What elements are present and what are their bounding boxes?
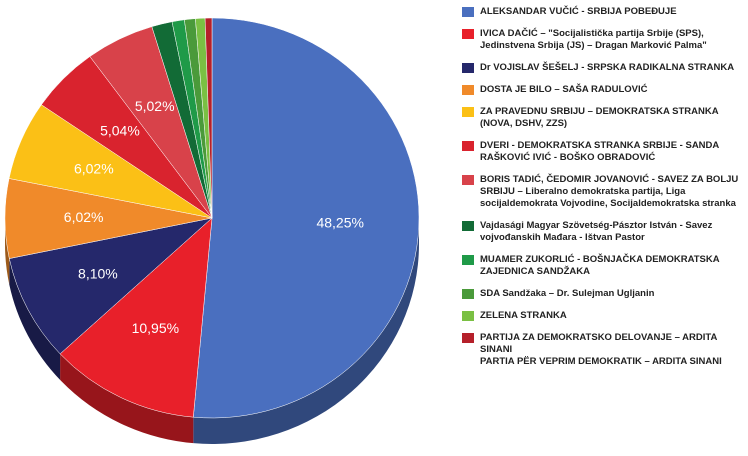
- slice-side: [60, 353, 194, 444]
- legend-label: ZA PRAVEDNU SRBIJU – DEMOKRATSKA STRANKA…: [480, 106, 719, 129]
- legend-swatch: [462, 311, 474, 321]
- legend-label: Dr VOJISLAV ŠEŠELJ - SRPSKA RADIKALNA ST…: [480, 62, 735, 73]
- legend-label: DOSTA JE BILO – SAŠA RADULOVIĆ: [480, 84, 648, 95]
- slice-side: [193, 218, 419, 444]
- legend-swatch: [462, 141, 474, 151]
- legend-label: IVICA DAČIĆ – "Socijalistička partija Sr…: [480, 28, 707, 51]
- legend-swatch: [462, 29, 474, 39]
- slice-side: [5, 218, 10, 285]
- legend: ALEKSANDAR VUČIĆ - SRBIJA POBEĐUJE IVICA …: [462, 6, 746, 368]
- legend-swatch: [462, 333, 474, 343]
- data-label: 48,25%: [316, 214, 363, 230]
- slice: [59, 217, 213, 418]
- legend-item: BORIS TADIĆ, ČEDOMIR JOVANOVIĆ - SAVEZ Z…: [462, 174, 746, 210]
- legend-item: DVERI - DEMOKRATSKA STRANKA SRBIJE - SAN…: [462, 140, 746, 164]
- legend-item: ZELENA STRANKA: [462, 310, 746, 322]
- legend-label: BORIS TADIĆ, ČEDOMIR JOVANOVIĆ - SAVEZ Z…: [480, 174, 739, 209]
- legend-label: ZELENA STRANKA: [480, 310, 567, 321]
- legend-label: MUAMER ZUKORLIĆ - BOŠNJAČKA DEMOKRATSKA …: [480, 254, 720, 277]
- legend-item: PARTIJA ZA DEMOKRATSKO DELOVANJE – ARDIT…: [462, 332, 746, 368]
- legend-item: ZA PRAVEDNU SRBIJU – DEMOKRATSKA STRANKA…: [462, 106, 746, 130]
- legend-label: SDA Sandžaka – Dr. Sulejman Ugljanin: [480, 288, 655, 299]
- legend-swatch: [462, 255, 474, 265]
- legend-item: DOSTA JE BILO – SAŠA RADULOVIĆ: [462, 84, 746, 96]
- legend-item: ALEKSANDAR VUČIĆ - SRBIJA POBEĐUJE: [462, 6, 746, 18]
- legend-item: MUAMER ZUKORLIĆ - BOŠNJAČKA DEMOKRATSKA …: [462, 254, 746, 278]
- slice: [9, 217, 213, 355]
- data-label: 5,02%: [135, 98, 175, 114]
- legend-label: Vajdasági Magyar Szövetség-Pásztor Istvá…: [480, 220, 713, 243]
- legend-item: Dr VOJISLAV ŠEŠELJ - SRPSKA RADIKALNA ST…: [462, 62, 746, 74]
- legend-swatch: [462, 221, 474, 231]
- legend-swatch: [462, 175, 474, 185]
- legend-swatch: [462, 85, 474, 95]
- slice-side: [9, 258, 61, 380]
- legend-swatch: [462, 63, 474, 73]
- legend-swatch: [462, 107, 474, 117]
- legend-label: ALEKSANDAR VUČIĆ - SRBIJA POBEĐUJE: [480, 6, 677, 17]
- legend-label: DVERI - DEMOKRATSKA STRANKA SRBIJE - SAN…: [480, 140, 719, 163]
- legend-swatch: [462, 7, 474, 17]
- chart: 48,25% 10,95% 8,10% 6,02% 6,02% 5,04% 5,02%: [4, 17, 420, 444]
- slice: [204, 17, 213, 219]
- data-label: 10,95%: [132, 320, 179, 336]
- legend-item: IVICA DAČIĆ – "Socijalistička partija Sr…: [462, 28, 746, 52]
- legend-item: Vajdasági Magyar Szövetség-Pásztor Istvá…: [462, 220, 746, 244]
- legend-label: PARTIJA ZA DEMOKRATSKO DELOVANJE – ARDIT…: [480, 332, 722, 367]
- data-label: 6,02%: [64, 209, 104, 225]
- legend-swatch: [462, 289, 474, 299]
- data-label: 6,02%: [74, 160, 114, 176]
- data-label: 8,10%: [78, 265, 118, 281]
- slice: [193, 17, 420, 419]
- data-label: 5,04%: [100, 122, 140, 138]
- legend-item: SDA Sandžaka – Dr. Sulejman Ugljanin: [462, 288, 746, 300]
